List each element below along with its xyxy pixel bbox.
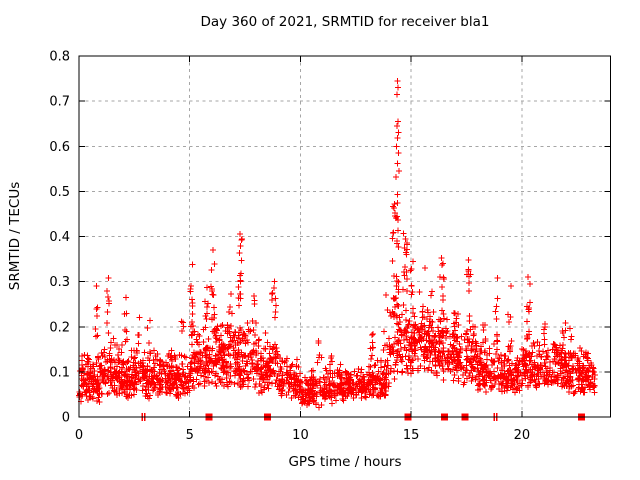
chart-title: Day 360 of 2021, SRMTID for receiver bla… bbox=[200, 14, 490, 30]
y-tick-label: 0.5 bbox=[49, 185, 70, 200]
y-tick-label: 0.2 bbox=[49, 320, 70, 335]
y-tick-label: 0.4 bbox=[49, 230, 70, 245]
y-tick-label: 0.7 bbox=[49, 95, 70, 110]
x-tick-label: 5 bbox=[186, 428, 194, 443]
x-tick-label: 10 bbox=[292, 428, 309, 443]
y-tick-label: 0.8 bbox=[49, 50, 70, 65]
x-tick-label: 20 bbox=[514, 428, 531, 443]
x-tick-label: 0 bbox=[75, 428, 83, 443]
y-tick-label: 0 bbox=[62, 411, 70, 426]
y-tick-label: 0.1 bbox=[49, 365, 70, 380]
y-tick-label: 0.3 bbox=[49, 275, 70, 290]
scatter-points bbox=[76, 78, 598, 411]
x-tick-label: 15 bbox=[403, 428, 420, 443]
y-tick-label: 0.6 bbox=[49, 140, 70, 155]
x-axis-label: GPS time / hours bbox=[288, 454, 402, 470]
